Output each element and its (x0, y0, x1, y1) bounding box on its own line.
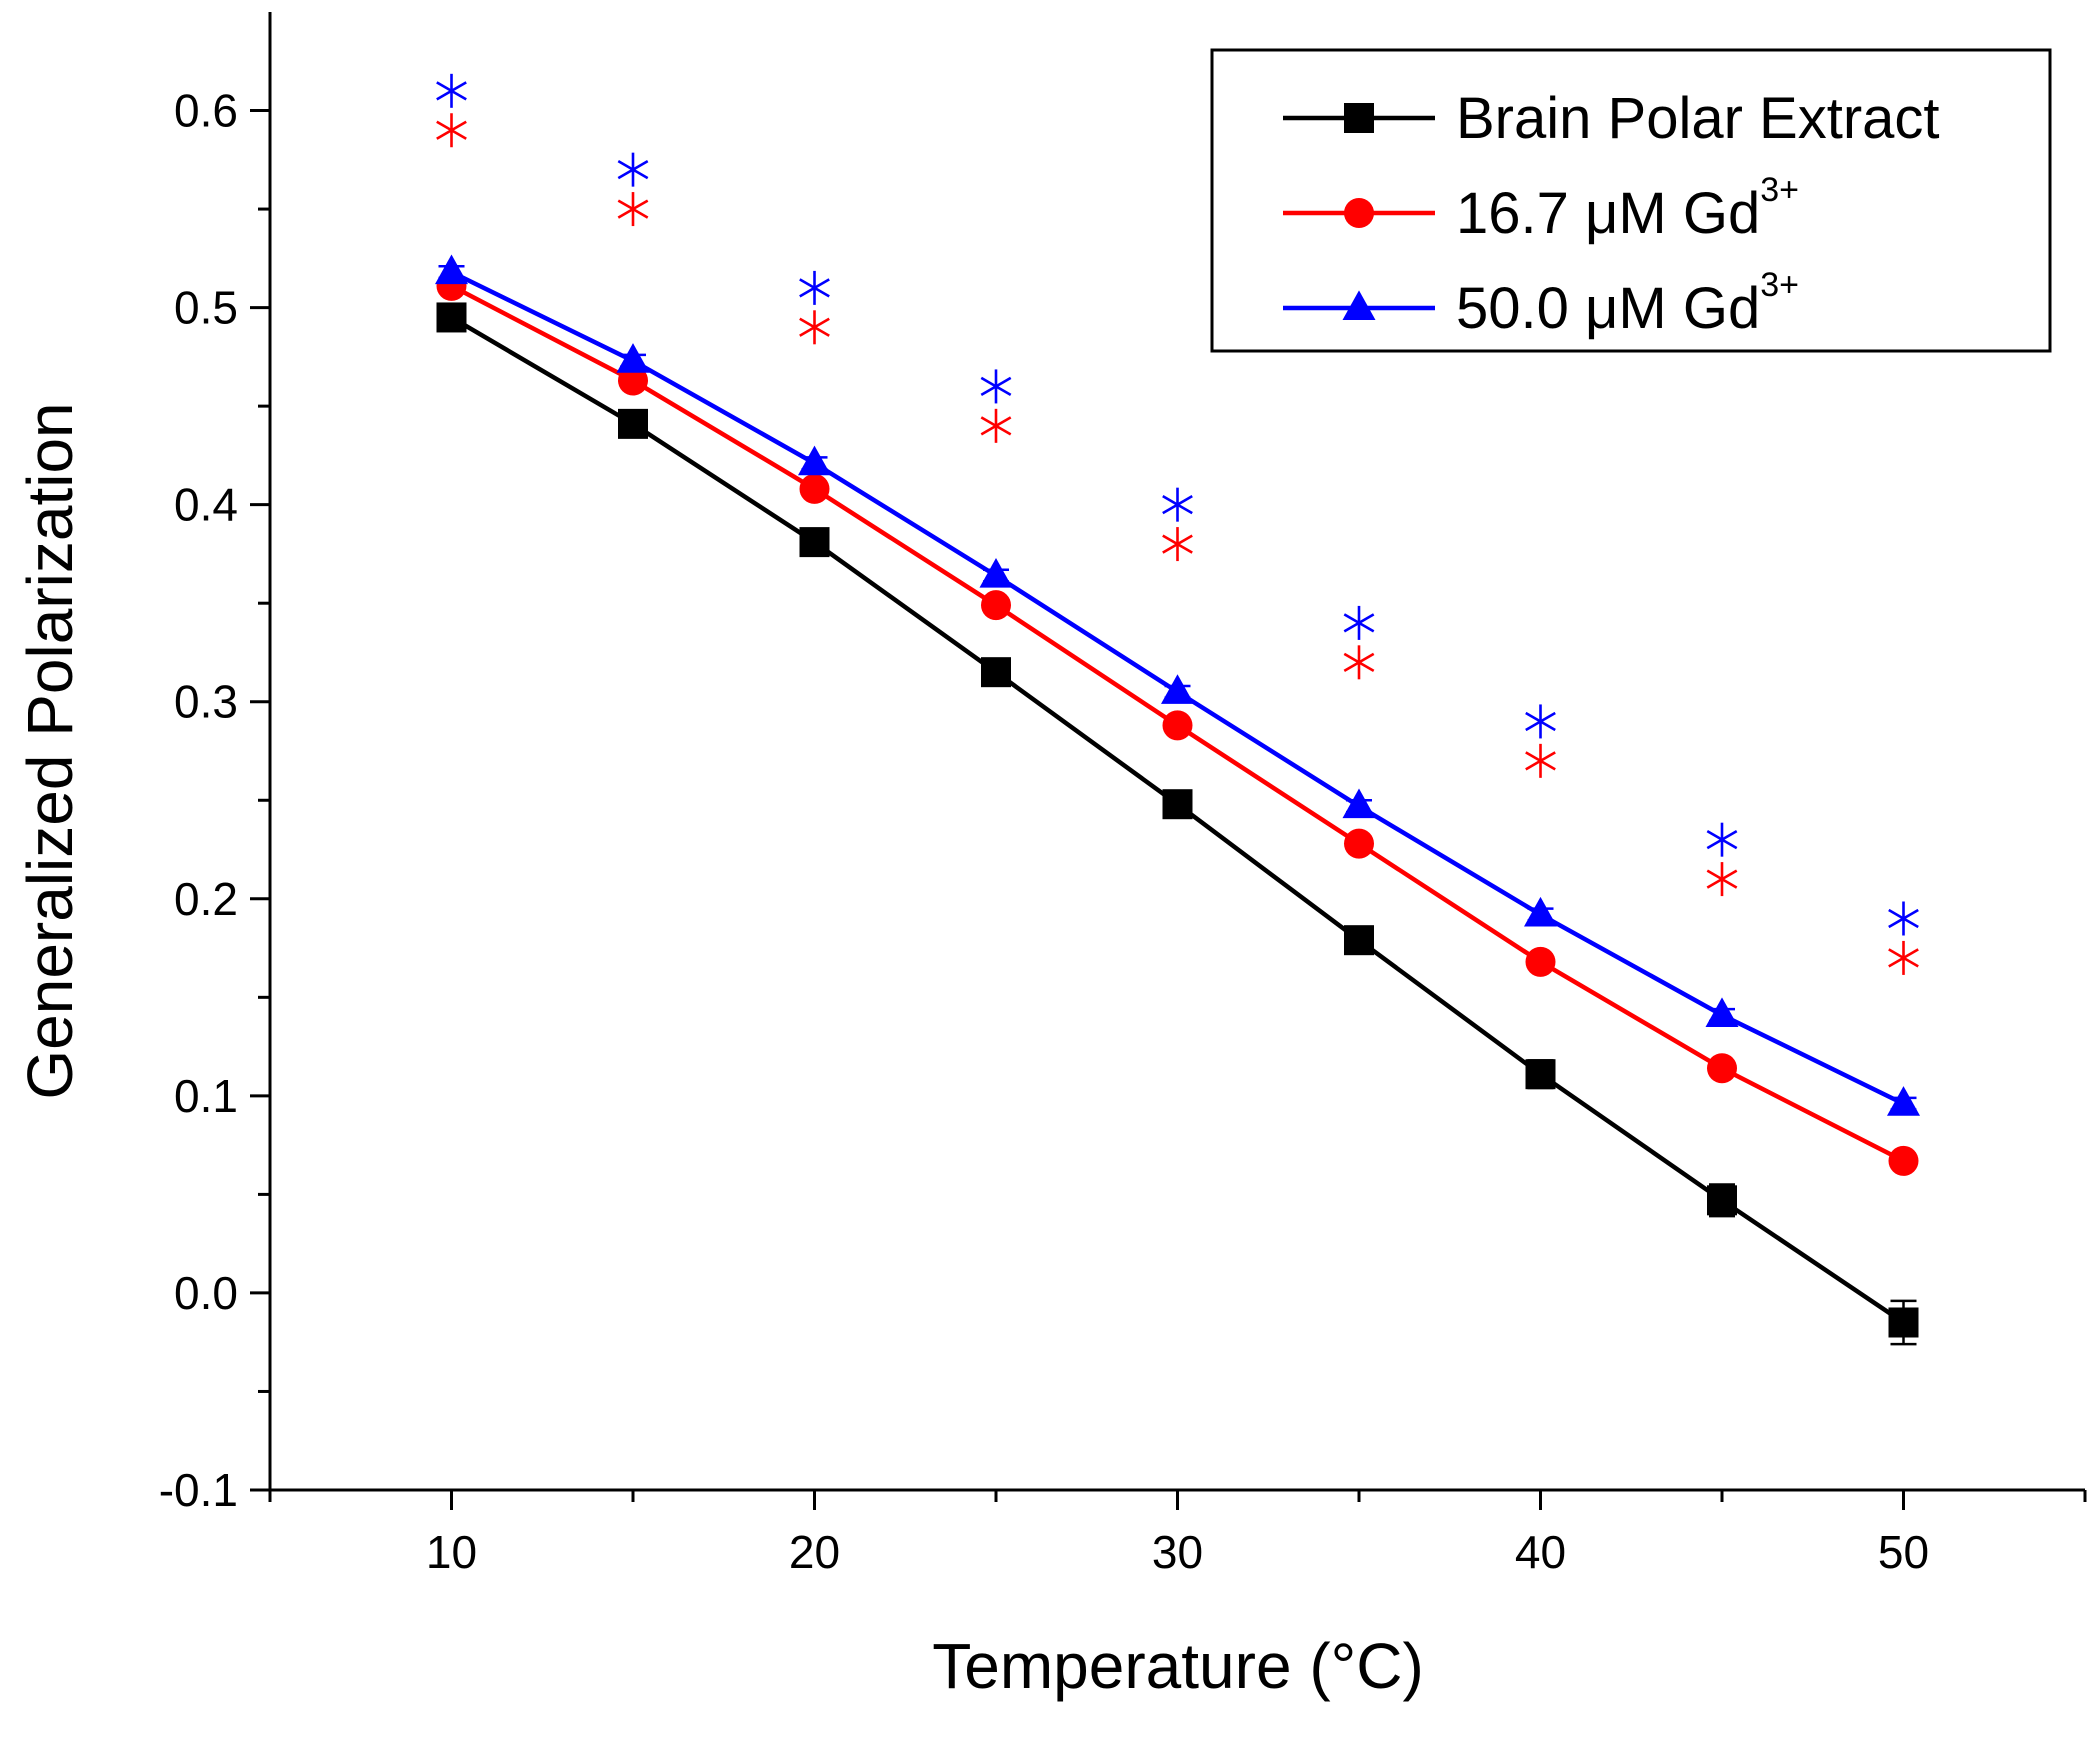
y-tick-label: 0.2 (174, 873, 238, 925)
data-point (1344, 925, 1374, 956)
data-point (435, 254, 468, 285)
series-2 (435, 254, 1920, 1116)
asterisk-point (980, 369, 1012, 404)
data-point (1342, 788, 1376, 819)
legend-marker (1342, 290, 1376, 320)
asterisk-point (1162, 487, 1193, 522)
legend-label: 16.7 μM Gd3+ (1456, 171, 1799, 246)
y-tick-label: 0.3 (174, 676, 238, 728)
y-tick-label: -0.1 (159, 1464, 238, 1516)
y-tick-label: 0.4 (174, 479, 238, 531)
asterisk-point (617, 192, 649, 227)
data-point (799, 473, 830, 504)
asterisk-stroke (1706, 830, 1738, 850)
data-point (1161, 674, 1194, 704)
asterisk-stroke (1525, 711, 1556, 732)
data-point (1344, 828, 1374, 859)
legend-marker (1344, 198, 1374, 228)
data-point (1524, 896, 1557, 927)
legend-marker (1344, 103, 1374, 133)
y-ticks: -0.1 0.0 0.1 0.2 0.3 0.4 0.5 0.6 (159, 85, 270, 1516)
x-tick-label: 20 (789, 1526, 840, 1578)
legend-label: Brain Polar Extract (1456, 86, 1940, 151)
data-point (1162, 710, 1193, 741)
asterisk-stroke (436, 120, 467, 140)
legend-items: Brain Polar Extract 16.7 μM Gd3+ 50.0 μM G… (1283, 86, 1940, 341)
y-tick-label: 0.1 (174, 1070, 238, 1122)
asterisk-point (799, 310, 830, 345)
series-line (450, 315, 1905, 1325)
asterisk-point (1706, 822, 1738, 857)
legend-item: 16.7 μM Gd3+ (1283, 171, 1799, 246)
legend: Brain Polar Extract 16.7 μM Gd3+ 50.0 μM G… (1210, 48, 2052, 353)
data-point (1525, 946, 1556, 977)
data-point (1888, 1145, 1919, 1176)
asterisk-point (617, 152, 649, 187)
y-tick-label: 0.0 (174, 1267, 238, 1319)
asterisk-stroke (799, 317, 830, 337)
x-tick-label: 40 (1515, 1526, 1566, 1578)
x-tick-label: 30 (1152, 1526, 1203, 1578)
x-tick-label: 10 (426, 1526, 477, 1578)
x-ticks: 10 20 30 40 50 (268, 1490, 2087, 1578)
data-point (799, 527, 830, 558)
x-tick-label: 50 (1878, 1526, 1929, 1578)
asterisk-stroke (799, 278, 830, 298)
asterisk-markers (436, 73, 1919, 975)
asterisk-point (1343, 645, 1375, 680)
series-0 (436, 302, 1919, 1346)
y-tick-label: 0.6 (174, 85, 238, 137)
data-point (1707, 1053, 1737, 1084)
data-point (798, 445, 831, 476)
data-point (436, 302, 467, 333)
data-point (618, 365, 648, 396)
asterisk-point (799, 270, 830, 305)
series-1 (436, 270, 1919, 1176)
asterisk-stroke (1343, 652, 1375, 672)
series-layer (435, 254, 1920, 1346)
asterisk-point (1888, 901, 1919, 936)
asterisk-point (1343, 605, 1375, 640)
x-axis-label: Temperature (°C) (932, 1630, 1424, 1702)
asterisk-stroke (617, 199, 649, 219)
data-point (616, 343, 650, 373)
data-point (1162, 789, 1193, 820)
asterisk-stroke (1162, 534, 1193, 554)
y-tick-label: 0.5 (174, 282, 238, 334)
data-point (1888, 1307, 1919, 1338)
asterisk-point (1525, 704, 1556, 739)
data-point (618, 408, 648, 439)
data-point (1525, 1059, 1556, 1090)
asterisk-stroke (1343, 613, 1375, 633)
legend-item: 50.0 μM Gd3+ (1283, 266, 1799, 341)
asterisk-point (1162, 527, 1193, 562)
asterisk-point (1706, 862, 1738, 897)
asterisk-point (980, 408, 1012, 443)
data-point (981, 590, 1011, 621)
asterisk-stroke (1525, 751, 1556, 771)
asterisk-stroke (1162, 495, 1193, 515)
y-axis-label: Generalized Polarization (14, 402, 86, 1099)
data-point (1707, 1185, 1737, 1216)
data-point (1887, 1086, 1920, 1116)
asterisk-stroke (1888, 948, 1919, 968)
asterisk-stroke (617, 160, 649, 180)
data-point (1705, 997, 1739, 1028)
asterisk-point (1888, 940, 1919, 975)
asterisk-point (436, 73, 467, 108)
asterisk-point (1525, 743, 1556, 778)
asterisk-stroke (980, 376, 1012, 397)
data-point (979, 557, 1013, 588)
axes: 10 20 30 40 50 -0.1 0.0 0.1 0.2 0.3 0.4 0.5 0.6 (159, 12, 2087, 1578)
asterisk-stroke (436, 81, 467, 101)
data-point (981, 657, 1011, 688)
legend-item: Brain Polar Extract (1283, 86, 1940, 151)
asterisk-stroke (1888, 908, 1919, 929)
asterisk-stroke (1706, 869, 1738, 889)
asterisk-stroke (980, 416, 1012, 436)
asterisk-point (436, 113, 467, 148)
legend-label: 50.0 μM Gd3+ (1456, 266, 1799, 341)
